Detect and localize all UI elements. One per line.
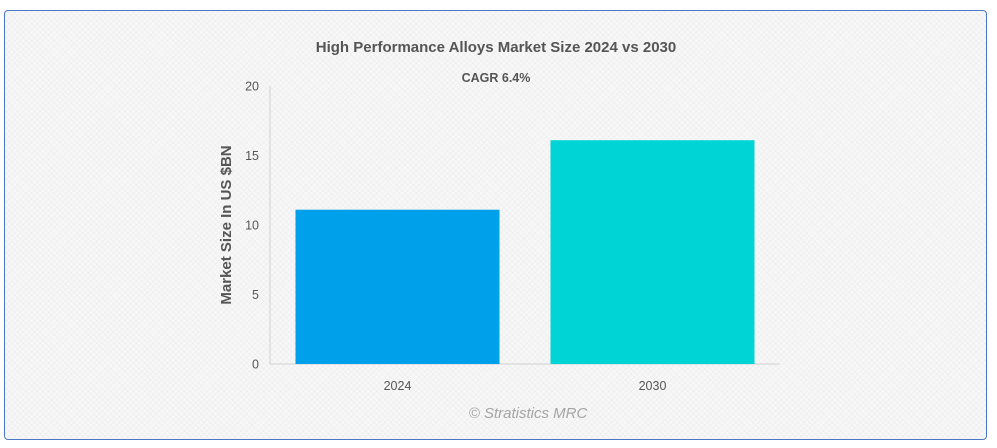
y-tick-label: 15 [245,149,259,163]
y-tick-label: 10 [245,219,259,233]
chart-title: High Performance Alloys Market Size 2024… [316,39,676,56]
bar-2030 [550,140,755,364]
y-axis-label: Market Size In US $BN [218,145,235,304]
x-tick-label: 2030 [639,379,667,393]
y-tick-label: 5 [252,288,259,302]
chart-subtitle: CAGR 6.4% [462,71,531,85]
y-tick-label: 0 [252,358,259,372]
bar-2024 [295,209,500,364]
credit-text: © Stratistics MRC [469,405,588,422]
x-tick-label: 2024 [384,379,412,393]
y-tick-label: 20 [245,80,259,94]
